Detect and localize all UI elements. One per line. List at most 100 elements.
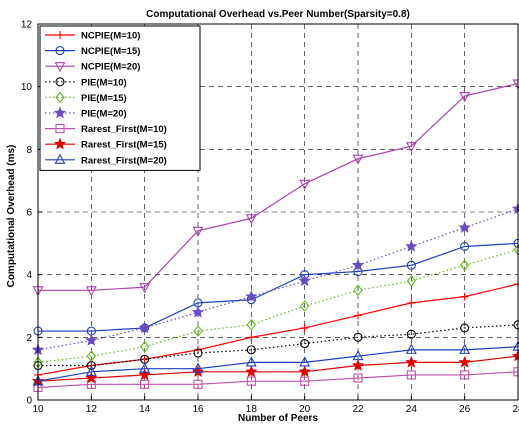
legend-marker (55, 77, 65, 87)
series-line (38, 324, 519, 367)
series-line (37, 371, 519, 389)
x-tick-label: 20 (299, 404, 311, 415)
data-point-marker (352, 349, 364, 361)
data-point-marker (299, 356, 311, 367)
x-axis-ticks: 10 12 14 16 18 20 22 24 26 28 (32, 396, 519, 415)
data-point-marker (139, 340, 150, 353)
data-point-marker (405, 142, 417, 153)
data-point-marker (351, 258, 365, 271)
data-point-marker (458, 355, 471, 368)
series-line (37, 249, 519, 363)
data-point-marker (193, 348, 203, 358)
series-line (38, 82, 519, 291)
legend-label: PIE(M=15) (81, 93, 127, 104)
x-tick-label: 12 (86, 404, 98, 415)
x-tick-label: 18 (246, 404, 258, 415)
series-8 (31, 349, 519, 387)
series-7 (33, 367, 519, 393)
data-point-marker (298, 274, 311, 287)
legend-item: PIE(M=20) (45, 106, 127, 120)
data-point-marker (353, 284, 363, 297)
legend-label: NCPIE(M=20) (81, 62, 140, 73)
x-tick-label: 14 (139, 404, 151, 415)
data-point-marker (86, 350, 97, 363)
data-point-marker (354, 311, 362, 320)
data-point-marker (353, 373, 363, 383)
data-point-marker (140, 379, 150, 389)
data-point-marker (300, 376, 310, 386)
data-point-marker (245, 214, 257, 225)
legend-marker (55, 91, 65, 104)
data-point-marker (300, 323, 309, 332)
y-tick-label: 12 (21, 20, 33, 31)
data-point-marker (85, 286, 97, 297)
y-tick-label: 2 (26, 333, 32, 344)
data-point-marker (298, 365, 311, 378)
data-point-marker (406, 260, 416, 270)
legend-label: PIE(M=10) (81, 77, 127, 88)
data-point-marker (299, 179, 311, 190)
data-point-marker (245, 356, 257, 367)
legend-marker (54, 62, 66, 73)
data-point-marker (193, 379, 203, 389)
y-tick-label: 0 (26, 396, 32, 407)
legend-label: NCPIE(M=10) (81, 31, 140, 42)
series-line (37, 346, 519, 382)
y-tick-label: 6 (26, 208, 32, 219)
legend-label: PIE(M=20) (81, 109, 127, 120)
legend-marker (56, 31, 64, 39)
legend-item: PIE(M=15) (45, 91, 127, 104)
legend-item: PIE(M=10) (45, 77, 127, 88)
data-point-marker (459, 259, 470, 272)
legend-item: Rarest_First(M=10) (45, 124, 167, 135)
data-point-marker (139, 362, 151, 373)
grid (38, 24, 518, 400)
data-point-marker (352, 154, 364, 165)
data-point-marker (459, 92, 471, 103)
data-point-marker (405, 343, 417, 354)
data-point-marker (247, 333, 256, 342)
data-point-marker (193, 325, 203, 337)
series-line (37, 208, 519, 351)
series-line (37, 355, 519, 382)
series-line (38, 242, 519, 332)
legend-item: NCPIE(M=20) (45, 62, 140, 73)
data-point-marker (85, 371, 98, 384)
data-point-marker (405, 355, 418, 368)
legend-label: Rarest_First(M=20) (81, 155, 167, 166)
data-point-marker (85, 334, 98, 346)
data-point-marker (138, 321, 151, 334)
y-tick-label: 4 (26, 270, 32, 281)
data-point-marker (192, 362, 204, 373)
data-point-marker (458, 221, 471, 233)
x-tick-label: 24 (406, 404, 418, 415)
data-point-marker (353, 332, 363, 342)
chart-title: Computational Overhead vs.Peer Number(Sp… (146, 9, 410, 20)
x-tick-label: 16 (192, 404, 204, 415)
data-point-marker (245, 290, 258, 302)
data-point-marker (460, 292, 469, 301)
data-point-marker (460, 370, 470, 380)
data-point-marker (460, 323, 470, 333)
data-point-marker (299, 300, 310, 312)
data-point-marker (459, 343, 471, 354)
data-point-marker (351, 359, 365, 371)
data-point-marker (406, 275, 417, 287)
series-9 (32, 340, 519, 386)
data-point-marker (300, 339, 310, 349)
legend-label: NCPIE(M=15) (81, 46, 140, 57)
x-tick-label: 28 (512, 404, 519, 415)
legend-item: Rarest_First(M=20) (45, 153, 167, 166)
data-point-marker (85, 365, 97, 376)
legend-marker (55, 124, 65, 134)
x-tick-label: 26 (459, 404, 471, 415)
legend-marker (55, 46, 65, 56)
legend-item: NCPIE(M=15) (45, 46, 140, 57)
data-point-marker (460, 241, 470, 252)
data-point-marker (246, 345, 256, 355)
data-point-marker (246, 318, 257, 331)
data-point-marker (405, 240, 418, 252)
data-point-marker (192, 226, 204, 237)
data-point-marker (406, 329, 416, 339)
data-point-marker (139, 283, 151, 294)
